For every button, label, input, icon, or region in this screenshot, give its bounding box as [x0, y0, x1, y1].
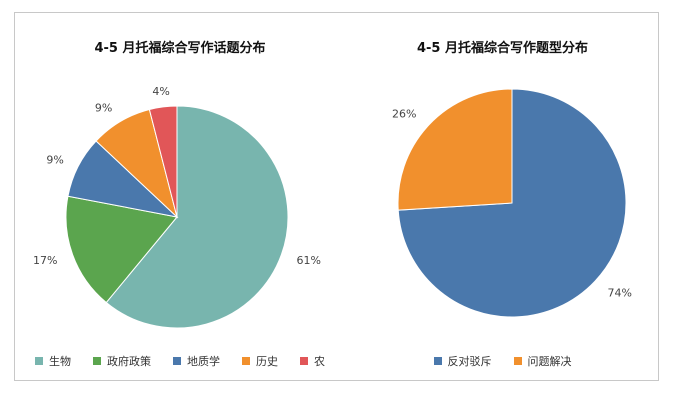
data-label-topic-4: 4% [152, 85, 169, 98]
chart-panel-type: 4-5 月托福综合写作题型分布 74% 26% 反对驳斥 问题解决 [345, 13, 660, 380]
legend-item-topic-3: 历史 [242, 353, 278, 369]
legend-item-topic-0: 生物 [35, 353, 71, 369]
data-label-topic-1: 17% [33, 254, 57, 267]
legend-label-type-1: 问题解决 [527, 355, 572, 368]
data-label-topic-3: 9% [95, 102, 112, 115]
data-label-type-0: 74% [607, 287, 631, 300]
legend-item-type-0: 反对驳斥 [433, 353, 492, 369]
legend-label-type-0: 反对驳斥 [447, 355, 492, 368]
legend-swatch-type-1 [513, 357, 522, 365]
legend-swatch-type-0 [433, 357, 442, 365]
legend-item-topic-2: 地质学 [173, 353, 220, 369]
legend-label-topic-4: 农 [314, 355, 325, 368]
pie-slice-topic-0 [105, 105, 289, 329]
data-label-topic-0: 61% [296, 254, 320, 267]
legend-item-topic-4: 农 [300, 353, 325, 369]
pie-chart-topic: 61% 17% 9% 9% 4% [33, 85, 321, 329]
legend-label-topic-1: 政府政策 [107, 355, 151, 368]
legend-swatch-topic-3 [242, 357, 250, 365]
chart-title-type: 4-5 月托福综合写作题型分布 [416, 41, 588, 56]
data-label-type-1: 26% [392, 107, 416, 120]
legend-swatch-topic-0 [35, 357, 43, 365]
data-label-topic-2: 9% [46, 153, 63, 166]
chart-title-topic: 4-5 月托福综合写作话题分布 [94, 41, 266, 56]
legend-swatch-topic-1 [93, 357, 101, 365]
pie-slice-topic-4 [148, 105, 178, 218]
legend-topic: 生物 政府政策 地质学 历史 农 [15, 353, 345, 369]
chart-panel-topic: 4-5 月托福综合写作话题分布 61% 17% 9% 9% 4% 生物 政府政策 地质学 历史… [15, 13, 345, 380]
legend-label-topic-0: 生物 [49, 355, 71, 368]
pie-slice-topic-1 [65, 195, 178, 304]
legend-label-topic-3: 历史 [256, 355, 278, 368]
pie-slice-type-1 [397, 88, 513, 211]
legend-type: 反对驳斥 问题解决 [345, 353, 660, 369]
chart-frame: 4-5 月托福综合写作话题分布 61% 17% 9% 9% 4% 生物 政府政策 地质学 历史… [14, 12, 659, 381]
legend-item-type-1: 问题解决 [513, 353, 572, 369]
legend-label-topic-2: 地质学 [187, 355, 220, 368]
pie-chart-type: 74% 26% [392, 88, 632, 318]
legend-item-topic-1: 政府政策 [93, 353, 151, 369]
legend-swatch-topic-4 [300, 357, 308, 365]
legend-swatch-topic-2 [173, 357, 181, 365]
